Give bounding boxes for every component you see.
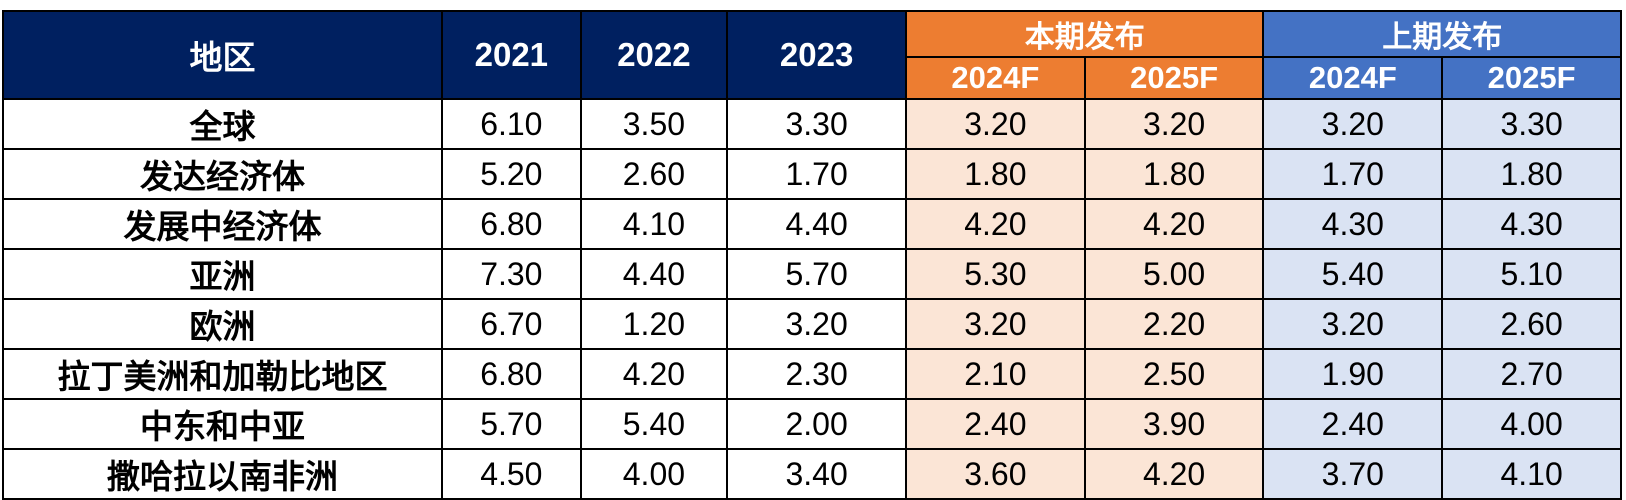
value-cell: 4.10: [579, 198, 729, 250]
header-year-2023: 2023: [726, 10, 907, 100]
value-cell: 2.40: [1262, 398, 1444, 450]
value-cell: 1.80: [1441, 148, 1622, 200]
value-cell: 1.70: [726, 148, 907, 200]
value-cell: 2.30: [726, 348, 907, 400]
header-region: 地区: [1, 10, 444, 100]
value-cell: 4.20: [1083, 198, 1265, 250]
value-cell: 5.40: [1262, 248, 1444, 300]
table-row: 拉丁美洲和加勒比地区 6.80 4.20 2.30 2.10 2.50 1.90…: [1, 348, 1622, 400]
region-cell: 撒哈拉以南非洲: [1, 448, 444, 500]
table-body: 全球 6.10 3.50 3.30 3.20 3.20 3.20 3.30 发达…: [1, 98, 1622, 500]
value-cell: 3.90: [1083, 398, 1265, 450]
value-cell: 3.30: [726, 98, 907, 150]
table-row: 欧洲 6.70 1.20 3.20 3.20 2.20 3.20 2.60: [1, 298, 1622, 350]
value-cell: 2.60: [1441, 298, 1622, 350]
region-cell: 欧洲: [1, 298, 444, 350]
value-cell: 5.20: [441, 148, 582, 200]
region-cell: 中东和中亚: [1, 398, 444, 450]
value-cell: 3.60: [904, 448, 1086, 500]
header-previous-2024f: 2024F: [1262, 56, 1444, 100]
value-cell: 4.00: [1441, 398, 1622, 450]
value-cell: 3.70: [1262, 448, 1444, 500]
header-current-2025f: 2025F: [1083, 56, 1265, 100]
value-cell: 1.70: [1262, 148, 1444, 200]
value-cell: 2.20: [1083, 298, 1265, 350]
region-cell: 全球: [1, 98, 444, 150]
gdp-forecast-table: 地区 2021 2022 2023 本期发布 上期发布 2024F 2025F …: [1, 10, 1622, 500]
value-cell: 1.80: [1083, 148, 1265, 200]
value-cell: 5.70: [726, 248, 907, 300]
value-cell: 4.20: [579, 348, 729, 400]
value-cell: 6.10: [441, 98, 582, 150]
value-cell: 4.00: [579, 448, 729, 500]
value-cell: 3.30: [1441, 98, 1622, 150]
region-cell: 拉丁美洲和加勒比地区: [1, 348, 444, 400]
header-previous-2025f: 2025F: [1441, 56, 1622, 100]
value-cell: 3.20: [904, 298, 1086, 350]
value-cell: 2.50: [1083, 348, 1265, 400]
table-row: 中东和中亚 5.70 5.40 2.00 2.40 3.90 2.40 4.00: [1, 398, 1622, 450]
value-cell: 3.20: [1262, 298, 1444, 350]
region-cell: 发达经济体: [1, 148, 444, 200]
value-cell: 6.80: [441, 348, 582, 400]
table-row: 发达经济体 5.20 2.60 1.70 1.80 1.80 1.70 1.80: [1, 148, 1622, 200]
value-cell: 4.20: [904, 198, 1086, 250]
value-cell: 4.30: [1441, 198, 1622, 250]
value-cell: 6.80: [441, 198, 582, 250]
value-cell: 7.30: [441, 248, 582, 300]
value-cell: 4.40: [726, 198, 907, 250]
value-cell: 4.10: [1441, 448, 1622, 500]
value-cell: 1.80: [904, 148, 1086, 200]
value-cell: 5.70: [441, 398, 582, 450]
header-current-2024f: 2024F: [904, 56, 1086, 100]
header-year-2022: 2022: [579, 10, 729, 100]
value-cell: 2.10: [904, 348, 1086, 400]
value-cell: 5.00: [1083, 248, 1265, 300]
value-cell: 2.40: [904, 398, 1086, 450]
value-cell: 6.70: [441, 298, 582, 350]
value-cell: 3.20: [904, 98, 1086, 150]
value-cell: 5.10: [1441, 248, 1622, 300]
value-cell: 2.70: [1441, 348, 1622, 400]
value-cell: 5.30: [904, 248, 1086, 300]
value-cell: 3.40: [726, 448, 907, 500]
value-cell: 5.40: [579, 398, 729, 450]
value-cell: 3.20: [726, 298, 907, 350]
value-cell: 4.30: [1262, 198, 1444, 250]
header-row-top: 地区 2021 2022 2023 本期发布 上期发布: [1, 10, 1622, 100]
header-year-2021: 2021: [441, 10, 582, 100]
value-cell: 4.40: [579, 248, 729, 300]
value-cell: 3.20: [1262, 98, 1444, 150]
value-cell: 4.20: [1083, 448, 1265, 500]
value-cell: 4.50: [441, 448, 582, 500]
table-row: 亚洲 7.30 4.40 5.70 5.30 5.00 5.40 5.10: [1, 248, 1622, 300]
region-cell: 发展中经济体: [1, 198, 444, 250]
table-row: 撒哈拉以南非洲 4.50 4.00 3.40 3.60 4.20 3.70 4.…: [1, 448, 1622, 500]
value-cell: 2.60: [579, 148, 729, 200]
table-row: 发展中经济体 6.80 4.10 4.40 4.20 4.20 4.30 4.3…: [1, 198, 1622, 250]
header-previous-release: 上期发布: [1262, 10, 1622, 58]
region-cell: 亚洲: [1, 248, 444, 300]
value-cell: 1.20: [579, 298, 729, 350]
value-cell: 1.90: [1262, 348, 1444, 400]
value-cell: 3.20: [1083, 98, 1265, 150]
value-cell: 3.50: [579, 98, 729, 150]
header-row-sub: 2024F 2025F 2024F 2025F: [3, 56, 1622, 100]
table-row: 全球 6.10 3.50 3.30 3.20 3.20 3.20 3.30: [1, 98, 1622, 150]
header-current-release: 本期发布: [904, 10, 1265, 58]
value-cell: 2.00: [726, 398, 907, 450]
